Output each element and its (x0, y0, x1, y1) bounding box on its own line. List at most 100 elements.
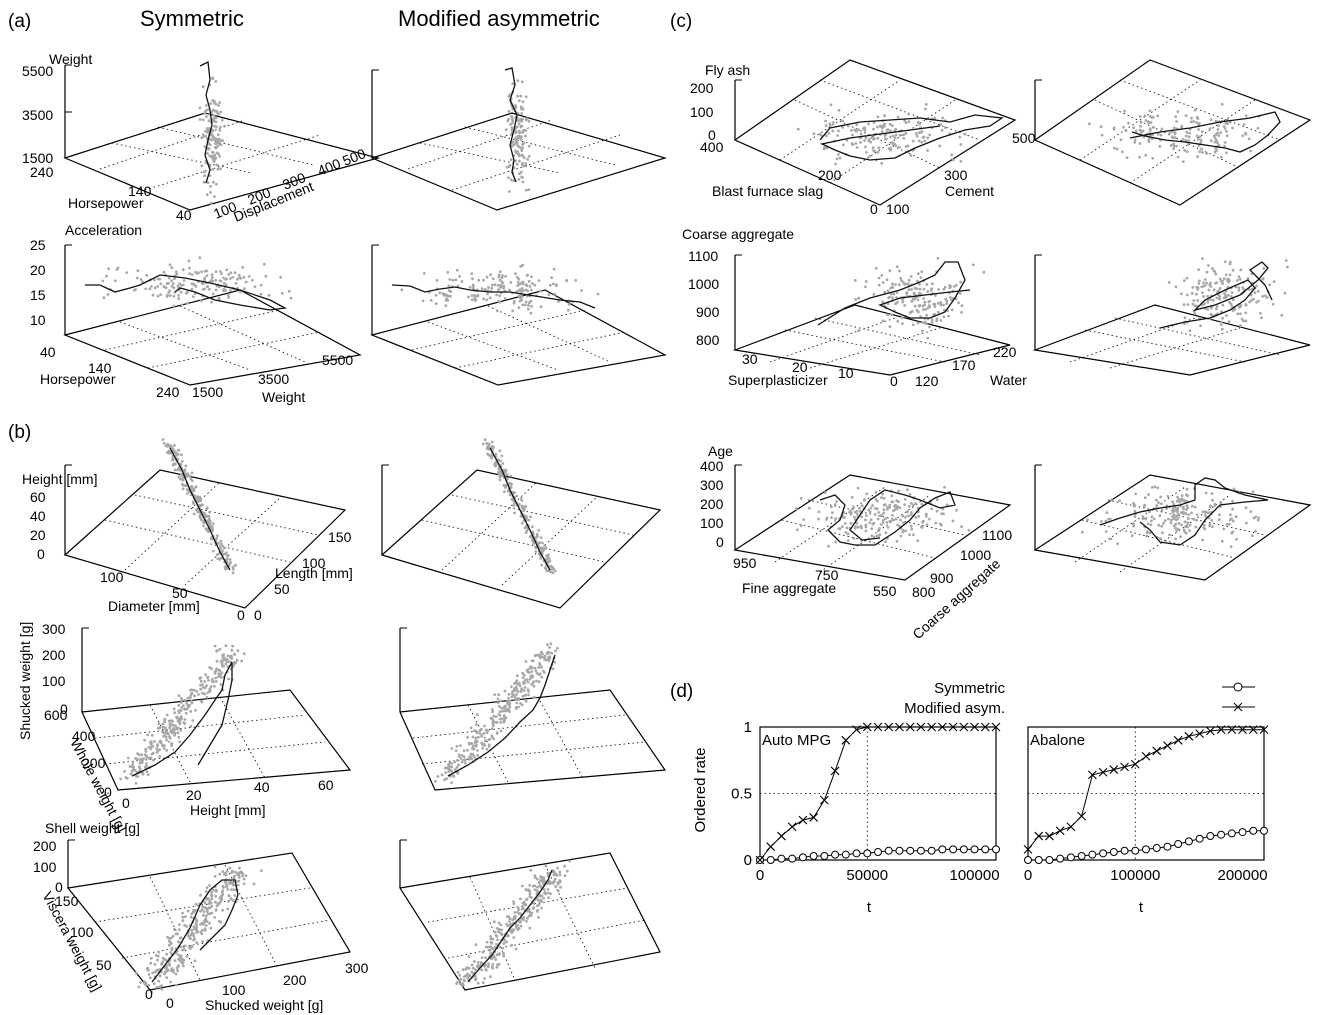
scatter-point (1211, 267, 1214, 270)
right-axis-title: Weight (262, 389, 305, 405)
scatter-point (493, 693, 497, 696)
scatter-point (456, 759, 459, 762)
scatter-point (515, 693, 518, 696)
scatter-point (470, 963, 474, 967)
scatter-point (540, 894, 544, 897)
scatter-point (159, 282, 163, 286)
scatter-point (864, 529, 868, 533)
scatter-point (1132, 522, 1135, 525)
scatter-point (172, 294, 176, 298)
scatter-point (480, 734, 484, 738)
scatter-point (502, 952, 505, 956)
data-point-x (841, 735, 851, 745)
data-point-circle (1238, 828, 1247, 837)
scatter-point (1144, 119, 1148, 122)
left-axis-title: Horsepower (40, 371, 116, 387)
scatter-point (899, 276, 903, 280)
scatter-point (894, 302, 897, 306)
data-point-x (1216, 725, 1226, 735)
scatter-point (518, 684, 522, 688)
z-tick-label: 400 (700, 458, 724, 474)
scatter-point (476, 981, 480, 985)
scatter-points (134, 865, 263, 994)
floor-frame (1033, 474, 1312, 581)
scatter-point (1242, 123, 1246, 126)
scatter-point (517, 178, 521, 181)
scatter-point (857, 329, 860, 333)
scatter-point (1239, 324, 1242, 328)
scatter-point (508, 710, 511, 713)
scatter-point (872, 293, 876, 296)
scatter-point (1253, 291, 1257, 294)
scatter-point (222, 653, 226, 656)
scatter-point (497, 930, 500, 934)
scatter-point (1163, 519, 1167, 523)
scatter-point (212, 99, 216, 103)
floor-frame (1033, 59, 1312, 206)
scatter-point (860, 526, 863, 530)
data-point-circle (1206, 832, 1215, 841)
scatter-point (880, 496, 883, 499)
z-tick-label: 100 (33, 859, 57, 875)
scatter-point (501, 709, 505, 713)
scatter-point (837, 153, 840, 156)
scatter-point (205, 909, 209, 913)
grid-line (1119, 79, 1281, 141)
scatter-point (530, 682, 534, 686)
scatter-point (542, 877, 546, 881)
right-axis-title: Length [mm] (275, 565, 353, 581)
scatter-point (453, 760, 457, 764)
data-point-x (755, 855, 765, 865)
scatter-point (1218, 286, 1222, 290)
scatter-point (1192, 120, 1196, 123)
scatter-point (220, 272, 223, 276)
right-tick-label: 200 (283, 972, 307, 988)
scatter-point (489, 975, 492, 979)
scatter-point (208, 921, 211, 925)
scatter-point (203, 901, 207, 905)
scatter-point (175, 966, 179, 970)
scatter-point (1235, 279, 1239, 282)
scatter-point (443, 766, 447, 770)
scatter-point (503, 297, 507, 300)
scatter-point (825, 518, 828, 521)
scatter-point (1149, 523, 1153, 527)
scatter-point (501, 274, 504, 278)
scatter-point (243, 287, 246, 290)
scatter-point (865, 151, 868, 154)
scatter-point (1216, 128, 1220, 131)
scatter-point (916, 321, 920, 325)
scatter-point (982, 270, 986, 274)
scatter-point (141, 280, 144, 284)
scatter-point (190, 287, 194, 291)
scatter-point (1231, 507, 1234, 511)
left-tick-label: 30 (742, 351, 758, 367)
legend-marker-circle (1233, 682, 1243, 692)
scatter-point (799, 524, 803, 528)
scatter-point (1196, 299, 1200, 302)
grid-line (819, 79, 981, 141)
scatter-point (1220, 327, 1224, 331)
scatter-point (144, 983, 148, 987)
scatter-points (101, 256, 293, 308)
scatter-point (1172, 126, 1176, 130)
scatter-point (922, 297, 925, 300)
scatter-point (888, 325, 892, 328)
scatter-point (827, 131, 831, 135)
scatter-point (1244, 114, 1248, 118)
left-tick-label: 10 (838, 365, 854, 381)
scatter-point (1188, 329, 1192, 333)
scatter-point (155, 985, 159, 989)
scatter-point (860, 515, 864, 519)
scatter-point (532, 695, 536, 699)
scatter-point (152, 982, 156, 985)
z-tick-label: 100 (690, 104, 714, 120)
scatter-point (524, 188, 528, 192)
scatter-point (930, 318, 934, 322)
scatter-point (1181, 138, 1185, 141)
scatter-point (205, 274, 209, 277)
scatter-point (211, 135, 215, 139)
scatter-point (195, 495, 199, 499)
scatter-point (1180, 292, 1183, 296)
